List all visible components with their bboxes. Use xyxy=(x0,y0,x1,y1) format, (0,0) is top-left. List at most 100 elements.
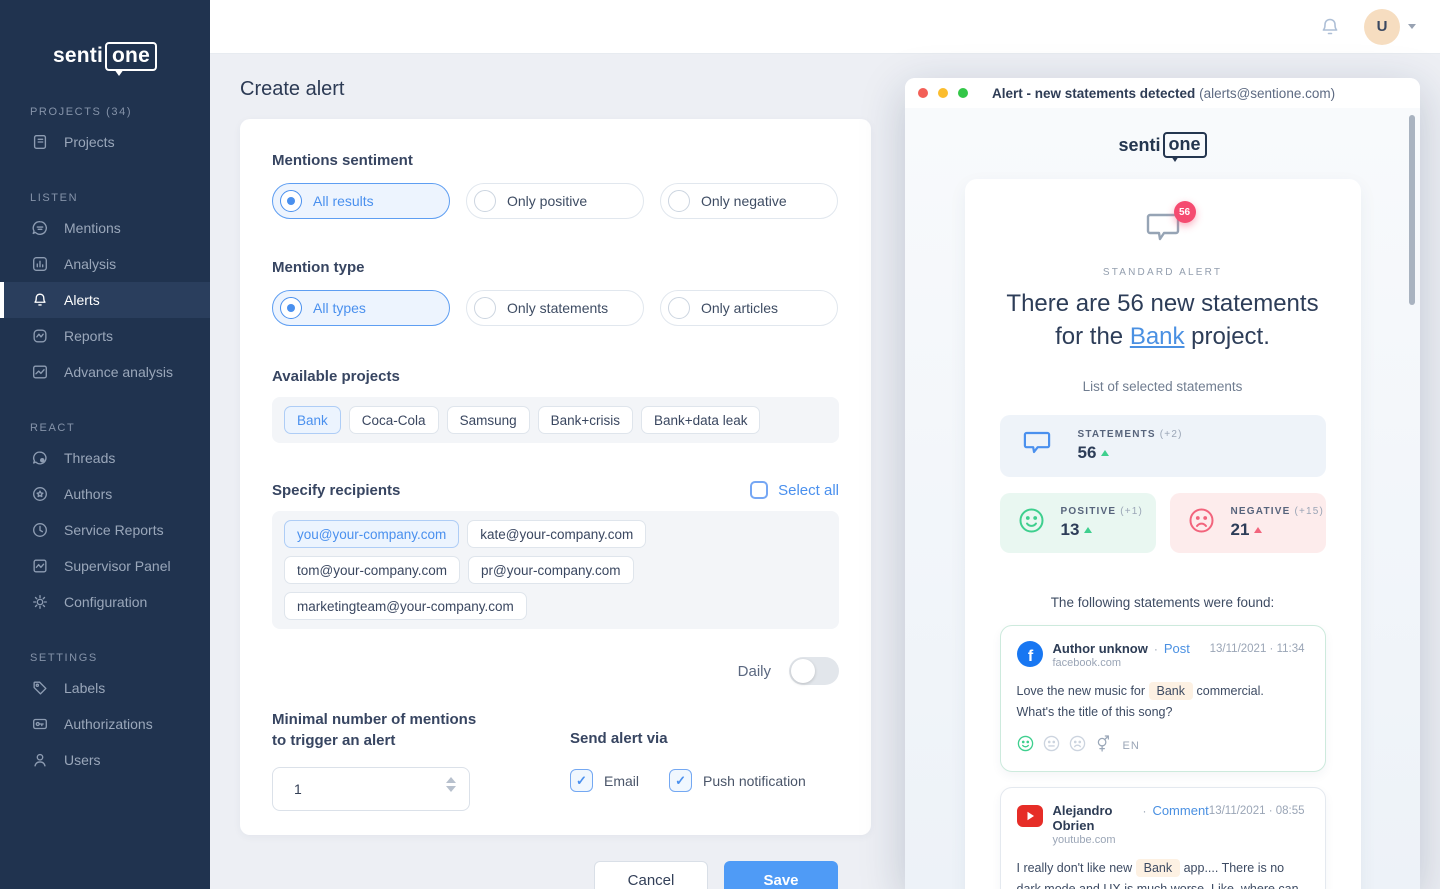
daily-toggle[interactable] xyxy=(789,657,839,685)
analysis-icon xyxy=(30,254,50,274)
project-chip-bank[interactable]: Bank xyxy=(284,406,341,434)
close-window-icon[interactable] xyxy=(918,88,928,98)
sidebar-item-label: Threads xyxy=(64,450,116,466)
radio-dot xyxy=(474,297,496,319)
radio-only-statements[interactable]: Only statements xyxy=(466,290,644,326)
projects-icon xyxy=(30,132,50,152)
sidebar-item-users[interactable]: Users xyxy=(0,742,210,778)
facebook-icon: f xyxy=(1016,641,1043,667)
sidebar-item-supervisor-panel[interactable]: Supervisor Panel xyxy=(0,548,210,584)
user-avatar[interactable]: U xyxy=(1364,8,1400,45)
statements-stat-card: STATEMENTS (+2) 56 xyxy=(999,415,1326,477)
radio-dot xyxy=(280,297,302,319)
statement-type-link[interactable]: Comment xyxy=(1152,803,1209,818)
checkbox-email[interactable]: ✓ Email xyxy=(570,769,639,792)
sidebar-item-label: Analysis xyxy=(64,256,117,272)
sidebar-item-analysis[interactable]: Analysis xyxy=(0,246,210,282)
recipient-chip-tom[interactable]: tom@your-company.com xyxy=(284,556,460,584)
create-alert-form: Mentions sentiment All results Only posi… xyxy=(240,119,871,835)
user-menu-chevron-down-icon[interactable] xyxy=(1408,24,1416,29)
sidebar-item-authors[interactable]: Authors xyxy=(0,476,210,512)
notifications-bell-icon[interactable] xyxy=(1318,15,1342,39)
sidebar-item-label: Users xyxy=(64,752,101,768)
select-all-control[interactable]: Select all xyxy=(750,481,839,499)
project-chip-bank-data-leak[interactable]: Bank+data leak xyxy=(641,406,761,434)
spinner-down-icon[interactable] xyxy=(446,786,456,792)
sidebar-item-label: Advance analysis xyxy=(64,364,173,380)
project-chip-bank-crisis[interactable]: Bank+crisis xyxy=(537,406,634,434)
radio-dot xyxy=(474,190,496,212)
stat-label: POSITIVE xyxy=(1060,506,1117,517)
email-sender: (alerts@sentione.com) xyxy=(1199,85,1336,101)
logo-boxed-text: one xyxy=(105,41,157,76)
available-projects-label: Available projects xyxy=(272,368,400,385)
sidebar-item-threads[interactable]: Threads xyxy=(0,440,210,476)
sidebar-item-reports[interactable]: Reports xyxy=(0,318,210,354)
sidebar-section-react: REACT xyxy=(30,422,76,434)
radio-dot xyxy=(668,297,690,319)
sidebar-item-advance-analysis[interactable]: Advance analysis xyxy=(0,354,210,390)
negative-frown-icon xyxy=(1188,507,1215,539)
sentiment-neutral-icon[interactable] xyxy=(1043,735,1060,757)
separator-dot: · xyxy=(1153,642,1158,656)
sidebar-item-labels[interactable]: Labels xyxy=(0,670,210,706)
radio-all-types[interactable]: All types xyxy=(272,290,450,326)
minimize-window-icon[interactable] xyxy=(938,88,948,98)
project-chip-coca-cola[interactable]: Coca-Cola xyxy=(348,406,439,434)
recipient-chip-marketingteam[interactable]: marketingteam@your-company.com xyxy=(284,592,527,620)
configuration-icon xyxy=(30,592,50,612)
recipient-chip-kate[interactable]: kate@your-company.com xyxy=(467,520,647,548)
authors-icon xyxy=(30,484,50,504)
labels-icon xyxy=(30,678,50,698)
checkbox-email-label: Email xyxy=(604,772,640,789)
maximize-window-icon[interactable] xyxy=(958,88,968,98)
sidebar-item-configuration[interactable]: Configuration xyxy=(0,584,210,620)
radio-dot xyxy=(668,190,690,212)
email-window-titlebar: Alert - new statements detected (alerts@… xyxy=(905,78,1420,108)
checkbox-push-notification[interactable]: ✓ Push notification xyxy=(669,769,806,792)
radio-label: All results xyxy=(313,193,374,209)
project-chip-samsung[interactable]: Samsung xyxy=(446,406,530,434)
sidebar-item-authorizations[interactable]: Authorizations xyxy=(0,706,210,742)
sidebar-item-mentions[interactable]: Mentions xyxy=(0,210,210,246)
radio-all-results[interactable]: All results xyxy=(272,183,450,219)
sidebar-item-label: Authors xyxy=(64,486,113,502)
alert-type-label: STANDARD ALERT xyxy=(1102,267,1223,278)
email-subject: Alert - new statements detected xyxy=(992,85,1196,101)
alerts-icon xyxy=(30,290,50,310)
cancel-button[interactable]: Cancel xyxy=(594,861,708,889)
logo-boxed-text: one xyxy=(1162,132,1207,162)
statement-datetime: 13/11/2021 · 11:34 xyxy=(1209,643,1305,655)
sentiment-sad-icon[interactable] xyxy=(1069,735,1086,757)
sidebar-item-label: Mentions xyxy=(64,220,121,236)
email-body: senti one 56 STANDARD ALERT There are 56 … xyxy=(905,108,1420,889)
bank-project-link[interactable]: Bank xyxy=(1129,323,1185,350)
sidebar-item-label: Configuration xyxy=(64,594,148,610)
text-post: app.... There is no dark mode and UX is … xyxy=(1016,861,1299,889)
radio-only-positive[interactable]: Only positive xyxy=(466,183,644,219)
recipient-chip-pr[interactable]: pr@your-company.com xyxy=(468,556,634,584)
statement-datetime: 13/11/2021 · 08:55 xyxy=(1208,805,1305,817)
save-button[interactable]: Save xyxy=(724,861,838,889)
project-highlight: Bank xyxy=(1135,859,1181,877)
radio-only-negative[interactable]: Only negative xyxy=(660,183,838,219)
sentiment-happy-icon-active[interactable] xyxy=(1017,735,1034,757)
select-all-checkbox xyxy=(750,481,769,499)
sentiment-options: All results Only positive Only negative xyxy=(272,183,839,219)
spinner-up-icon[interactable] xyxy=(446,777,456,783)
radio-only-articles[interactable]: Only articles xyxy=(660,290,838,326)
sidebar-section-settings: SETTINGS xyxy=(30,652,98,664)
recipients-chip-box: you@your-company.com kate@your-company.c… xyxy=(272,511,839,629)
min-mentions-input[interactable] xyxy=(272,767,470,811)
topbar: U xyxy=(210,0,1440,54)
statements-count-badge: 56 xyxy=(1173,201,1196,223)
recipient-chip-you[interactable]: you@your-company.com xyxy=(284,520,460,548)
statement-type-link[interactable]: Post xyxy=(1163,641,1190,656)
sidebar-item-service-reports[interactable]: Service Reports xyxy=(0,512,210,548)
window-controls xyxy=(918,88,968,98)
email-scrollbar[interactable] xyxy=(1409,115,1415,305)
sidebar-item-projects[interactable]: Projects xyxy=(0,124,210,160)
email-window-title: Alert - new statements detected (alerts@… xyxy=(992,86,1335,101)
sidebar-item-label: Labels xyxy=(64,680,106,696)
sidebar-item-alerts[interactable]: Alerts xyxy=(0,282,210,318)
